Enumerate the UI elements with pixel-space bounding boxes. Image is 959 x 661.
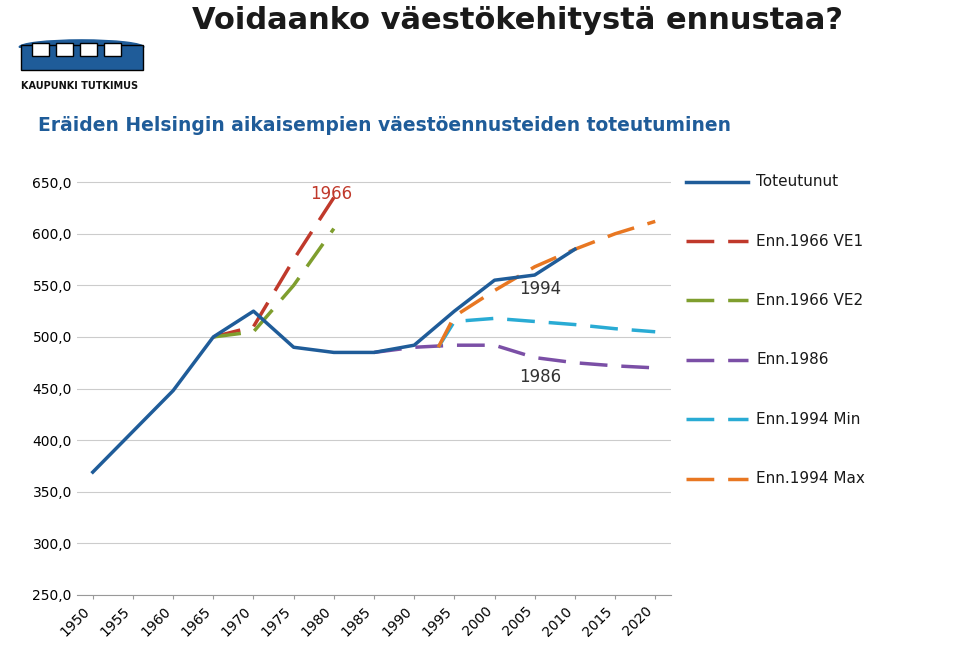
Text: Toteutunut: Toteutunut bbox=[756, 174, 838, 189]
Text: Enn.1966 VE2: Enn.1966 VE2 bbox=[756, 293, 863, 308]
FancyBboxPatch shape bbox=[21, 45, 143, 69]
Text: KAUPUNKI TUTKIMUS: KAUPUNKI TUTKIMUS bbox=[21, 81, 138, 91]
FancyBboxPatch shape bbox=[104, 43, 121, 56]
Text: 1986: 1986 bbox=[519, 368, 561, 386]
FancyBboxPatch shape bbox=[32, 43, 49, 56]
Text: 1966: 1966 bbox=[310, 184, 352, 202]
Text: 1994: 1994 bbox=[519, 280, 561, 299]
Text: Voidaanko väestökehitystä ennustaa?: Voidaanko väestökehitystä ennustaa? bbox=[192, 6, 843, 34]
FancyBboxPatch shape bbox=[56, 43, 73, 56]
Text: Enn.1966 VE1: Enn.1966 VE1 bbox=[756, 233, 863, 249]
Text: Enn.1986: Enn.1986 bbox=[756, 352, 829, 368]
FancyBboxPatch shape bbox=[80, 43, 97, 56]
Text: Enn.1994 Max: Enn.1994 Max bbox=[756, 471, 865, 486]
Wedge shape bbox=[19, 40, 144, 47]
Text: Enn.1994 Min: Enn.1994 Min bbox=[756, 412, 860, 427]
Text: Eräiden Helsingin aikaisempien väestöennusteiden toteutuminen: Eräiden Helsingin aikaisempien väestöenn… bbox=[38, 116, 732, 136]
